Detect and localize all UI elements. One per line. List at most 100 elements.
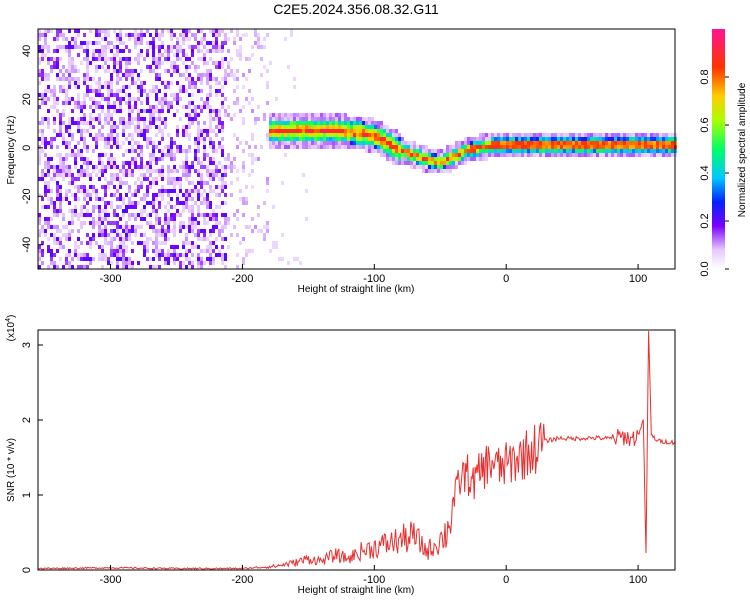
heatmap-cell-1037 [137, 125, 140, 129]
heatmap-cell-1358 [167, 229, 170, 233]
heatmap-cell-2343 [338, 137, 341, 141]
heatmap-cell-169 [53, 233, 56, 237]
heatmap-cell-668 [104, 113, 107, 117]
heatmap-cell-1746 [206, 169, 209, 173]
heatmap-cell-453 [83, 81, 86, 85]
heatmap-cell-1223 [155, 193, 158, 197]
heatmap-cell-91 [47, 45, 50, 49]
heatmap-cell-489 [86, 85, 89, 89]
heatmap-cell-2825 [548, 149, 551, 153]
heatmap-cell-1181 [152, 141, 155, 145]
heatmap-cell-1633 [197, 41, 200, 45]
heatmap-cell-1738 [206, 93, 209, 97]
heatmap-cell-204 [56, 241, 59, 245]
heatmap-cell-2154 [281, 133, 284, 137]
heatmap-cell-2529 [407, 145, 410, 149]
heatmap-cell-223 [59, 161, 62, 165]
heatmap-cell-218 [59, 125, 62, 129]
heatmap-cell-2977 [626, 133, 629, 137]
heatmap-cell-285 [65, 189, 68, 193]
heatmap-cell-1405 [173, 165, 176, 169]
snr-y-tick-label-3: 3 [21, 342, 33, 348]
heatmap-cell-2335 [335, 141, 338, 145]
heatmap-cell-3000 [635, 153, 638, 157]
heatmap-cell-433 [80, 165, 83, 169]
heatmap-cell-3047 [659, 149, 662, 153]
heatmap-cell-577 [95, 141, 98, 145]
heatmap-cell-1194 [152, 225, 155, 229]
heatmap-cell-586 [95, 241, 98, 245]
heatmap-cell-1993 [236, 177, 239, 181]
heatmap-cell-379 [74, 205, 77, 209]
heatmap-cell-1607 [194, 33, 197, 37]
heatmap-cell-692 [104, 257, 107, 261]
heatmap-cell-11 [38, 105, 41, 109]
heatmap-cell-2877 [575, 141, 578, 145]
heatmap-cell-1198 [152, 257, 155, 261]
colorbar-tick-label: 0.0 [699, 261, 711, 276]
heatmap-cell-350 [71, 193, 74, 197]
heatmap-cell-1608 [194, 37, 197, 41]
heatmap-cell-822 [116, 245, 119, 249]
heatmap-cell-1808 [212, 141, 215, 145]
heatmap-cell-254 [62, 157, 65, 161]
heatmap-cell-965 [131, 33, 134, 37]
heatmap-cell-24 [38, 221, 41, 225]
heatmap-cell-2380 [353, 117, 356, 121]
heatmap-cell-1869 [218, 125, 221, 129]
heatmap-cell-828 [119, 29, 122, 33]
heatmap-cell-723 [107, 233, 110, 237]
heatmap-cell-1953 [227, 157, 230, 161]
colorbar-tick-label: 0.2 [699, 213, 711, 228]
heatmap-cell-785 [113, 209, 116, 213]
heatmap-cell-918 [125, 225, 128, 229]
heatmap-cell-1414 [173, 221, 176, 225]
heatmap-cell-2187 [290, 121, 293, 125]
heatmap-cell-1502 [182, 245, 185, 249]
heatmap-cell-2468 [383, 141, 386, 145]
heatmap-cell-1150 [149, 141, 152, 145]
heatmap-cell-2403 [359, 145, 362, 149]
heatmap-cell-1224 [155, 197, 158, 201]
heatmap-cell-1673 [200, 41, 203, 45]
heatmap-cell-2476 [386, 141, 389, 145]
heatmap-cell-1684 [200, 133, 203, 137]
x-tick-label--100: -100 [363, 273, 385, 285]
heatmap-cell-1959 [230, 57, 233, 61]
heatmap-cell-1965 [230, 169, 233, 173]
heatmap-cell-2501 [395, 141, 398, 145]
heatmap-cell-1789 [209, 217, 212, 221]
heatmap-cell-1063 [140, 101, 143, 105]
heatmap-cell-952 [128, 189, 131, 193]
heatmap-cell-1899 [221, 137, 224, 141]
heatmap-cell-1974 [233, 101, 236, 105]
heatmap-cell-141 [50, 249, 53, 253]
heatmap-cell-969 [131, 81, 134, 85]
heatmap-cell-2896 [584, 145, 587, 149]
heatmap-cell-1548 [188, 85, 191, 89]
heatmap-cell-2109 [269, 129, 272, 133]
heatmap-cell-2614 [446, 161, 449, 165]
heatmap-cell-500 [86, 173, 89, 177]
heatmap-cell-2957 [614, 149, 617, 153]
heatmap-cell-1720 [203, 189, 206, 193]
heatmap-cell-2168 [284, 137, 287, 141]
heatmap-cell-690 [104, 241, 107, 245]
heatmap-cell-416 [77, 253, 80, 257]
heatmap-cell-2695 [485, 137, 488, 141]
heatmap-cell-235 [59, 237, 62, 241]
heatmap-cell-950 [128, 173, 131, 177]
heatmap-cell-1576 [188, 261, 191, 265]
heatmap-cell-1392 [170, 253, 173, 257]
heatmap-cell-1466 [179, 185, 182, 189]
heatmap-cell-1911 [221, 225, 224, 229]
heatmap-cell-2159 [281, 233, 284, 237]
heatmap-cell-2342 [338, 133, 341, 137]
heatmap-cell-2140 [278, 117, 281, 121]
heatmap-cell-195 [56, 185, 59, 189]
heatmap-cell-306 [68, 85, 71, 89]
heatmap-cell-444 [80, 253, 83, 257]
heatmap-cell-1851 [215, 217, 218, 221]
heatmap-cell-270 [65, 69, 68, 73]
heatmap-cell-2058 [251, 249, 254, 253]
